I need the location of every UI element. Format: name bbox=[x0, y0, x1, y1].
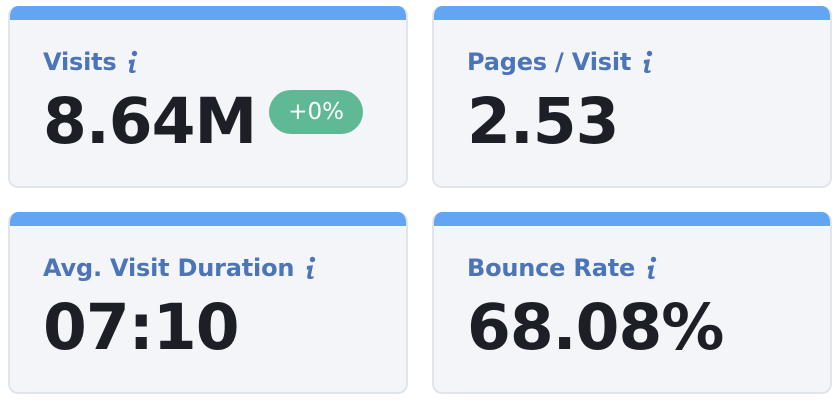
metric-label-row: Visits bbox=[43, 46, 140, 78]
metric-value-row: 8.64M +0% bbox=[43, 84, 364, 158]
metric-value: 8.64M bbox=[43, 84, 257, 158]
metric-value-row: 2.53 bbox=[467, 84, 619, 158]
metric-card-avg-visit-duration: Avg. Visit Duration 07:10 bbox=[8, 212, 408, 394]
metric-label: Visits bbox=[43, 48, 117, 76]
metric-value: 68.08% bbox=[467, 290, 724, 364]
metric-label-row: Pages / Visit bbox=[467, 46, 655, 78]
change-badge: +0% bbox=[269, 90, 364, 134]
metric-label: Avg. Visit Duration bbox=[43, 254, 295, 282]
metric-card-bounce-rate: Bounce Rate 68.08% bbox=[432, 212, 832, 394]
info-icon[interactable] bbox=[303, 255, 318, 281]
metric-card-pages-per-visit: Pages / Visit 2.53 bbox=[432, 6, 832, 188]
metric-value: 2.53 bbox=[467, 84, 619, 158]
info-icon[interactable] bbox=[125, 49, 140, 75]
info-icon[interactable] bbox=[644, 255, 659, 281]
metric-label: Pages / Visit bbox=[467, 48, 632, 76]
metrics-grid: Visits 8.64M +0% Pages / Visit 2.53 Avg.… bbox=[8, 6, 832, 395]
metric-label-row: Bounce Rate bbox=[467, 252, 659, 284]
metric-label: Bounce Rate bbox=[467, 254, 636, 282]
metric-value: 07:10 bbox=[43, 290, 240, 364]
metric-value-row: 07:10 bbox=[43, 290, 240, 364]
info-icon[interactable] bbox=[640, 49, 655, 75]
metric-card-visits: Visits 8.64M +0% bbox=[8, 6, 408, 188]
metric-value-row: 68.08% bbox=[467, 290, 724, 364]
metric-label-row: Avg. Visit Duration bbox=[43, 252, 318, 284]
